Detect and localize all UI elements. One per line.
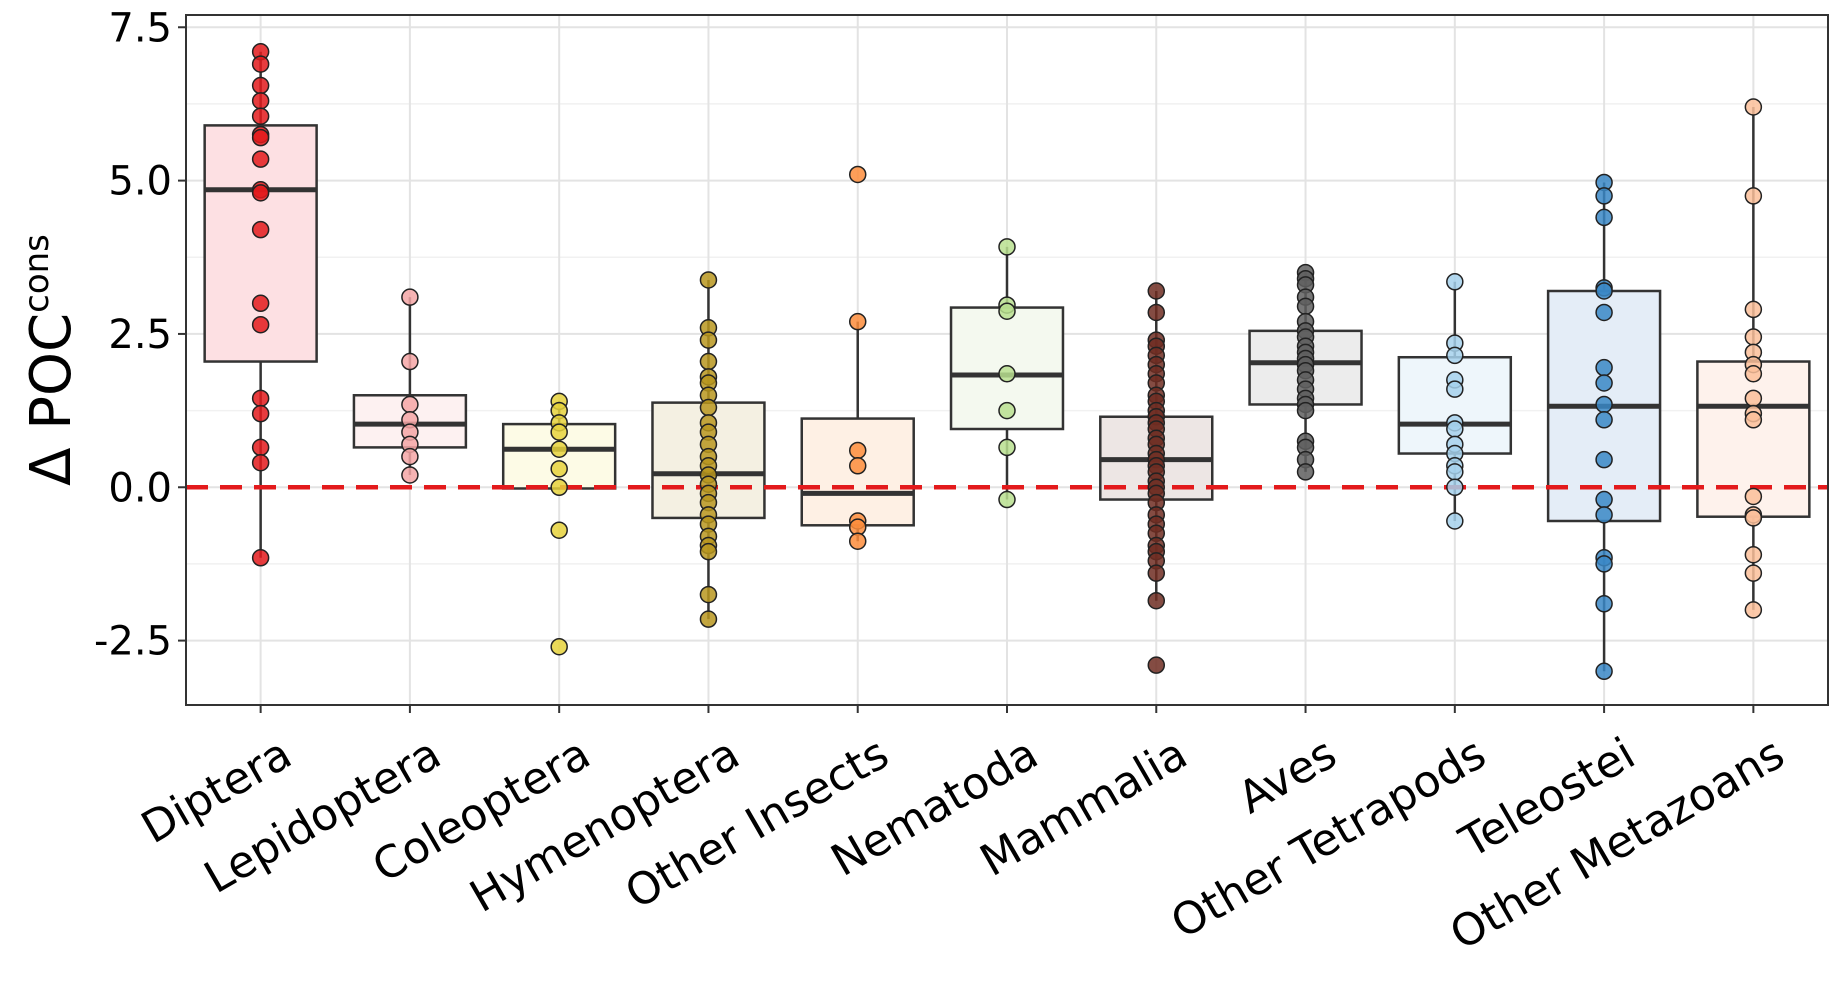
y-axis-label-main: Δ POC xyxy=(19,313,84,486)
data-point xyxy=(1147,564,1166,582)
data-point xyxy=(699,331,718,349)
data-point xyxy=(699,585,718,604)
data-point xyxy=(699,352,718,371)
y-axis-label: Δ POCcons xyxy=(17,234,84,486)
data-point xyxy=(699,542,718,561)
data-point xyxy=(550,460,568,478)
data-point xyxy=(699,398,718,417)
data-point xyxy=(251,453,270,472)
y-tick-label: 2.5 xyxy=(108,312,172,358)
data-point xyxy=(1446,420,1464,438)
y-axis: -2.5 0.0 2.5 5.0 7.5 xyxy=(94,5,186,665)
data-points xyxy=(251,43,1763,681)
data-point xyxy=(1744,411,1763,429)
data-point xyxy=(251,294,270,313)
data-point xyxy=(550,521,568,539)
data-point xyxy=(998,238,1016,256)
data-point xyxy=(1744,545,1763,564)
data-point xyxy=(998,438,1016,457)
y-tick-label: 5.0 xyxy=(108,159,172,205)
data-point xyxy=(251,92,270,110)
data-point xyxy=(848,165,867,184)
data-point xyxy=(1744,564,1763,582)
data-point xyxy=(550,440,568,458)
data-point xyxy=(1595,450,1613,469)
data-point xyxy=(1296,463,1315,481)
data-point xyxy=(251,315,270,334)
data-point xyxy=(1744,487,1763,506)
data-point xyxy=(1595,490,1613,509)
data-point xyxy=(251,128,270,147)
data-point xyxy=(1744,509,1763,527)
data-point xyxy=(251,55,270,73)
data-point xyxy=(1147,303,1166,322)
data-point xyxy=(251,184,270,202)
data-point xyxy=(1595,662,1613,681)
data-point xyxy=(251,150,270,168)
data-point xyxy=(1296,297,1315,316)
data-point xyxy=(1446,463,1464,481)
data-point xyxy=(251,107,270,125)
data-point xyxy=(401,288,419,306)
data-point xyxy=(1147,282,1166,300)
x-axis: DipteraLepidopteraColeopteraHymenopteraO… xyxy=(133,705,1793,960)
data-point xyxy=(251,404,270,423)
data-point xyxy=(550,637,568,656)
data-point xyxy=(550,423,568,441)
data-point xyxy=(848,312,867,331)
data-point xyxy=(251,76,270,95)
data-point xyxy=(1744,300,1763,319)
data-point xyxy=(848,532,867,550)
data-point xyxy=(1595,303,1613,322)
data-point xyxy=(251,220,270,239)
data-point xyxy=(1446,346,1464,365)
data-point xyxy=(401,447,419,466)
data-point xyxy=(1595,208,1613,227)
data-point xyxy=(1595,358,1613,377)
data-point xyxy=(848,441,867,460)
y-axis-label-superscript: cons xyxy=(17,234,57,313)
data-point xyxy=(1595,595,1613,613)
y-axis-title: Δ POCcons xyxy=(17,234,84,486)
data-point xyxy=(699,271,718,289)
data-point xyxy=(550,478,568,497)
data-point xyxy=(401,466,419,484)
data-point xyxy=(1595,395,1613,414)
data-point xyxy=(1595,282,1613,300)
data-point xyxy=(1446,273,1464,291)
data-point xyxy=(1446,512,1464,530)
data-point xyxy=(848,457,867,475)
data-point xyxy=(998,302,1016,320)
data-point xyxy=(1147,656,1166,674)
data-point xyxy=(1595,374,1613,392)
data-point xyxy=(1744,187,1763,205)
data-point xyxy=(251,389,270,408)
data-point xyxy=(1744,601,1763,619)
data-point xyxy=(1744,328,1763,346)
y-tick-label: 0.0 xyxy=(108,465,172,511)
data-point xyxy=(1595,506,1613,524)
data-point xyxy=(1595,555,1613,573)
y-tick-label: -2.5 xyxy=(94,619,172,665)
data-point xyxy=(1446,478,1464,497)
data-point xyxy=(401,352,419,371)
data-point xyxy=(1147,591,1166,610)
data-point xyxy=(998,365,1016,383)
data-point xyxy=(251,438,270,457)
data-point xyxy=(1595,187,1613,205)
data-point xyxy=(998,490,1016,509)
data-point xyxy=(1744,98,1763,116)
data-point xyxy=(1744,389,1763,408)
data-point xyxy=(1595,411,1613,429)
data-point xyxy=(1296,401,1315,420)
data-point xyxy=(998,401,1016,420)
box-nematoda xyxy=(949,306,1065,431)
data-point xyxy=(1446,380,1464,398)
data-point xyxy=(251,549,270,567)
y-tick-label: 7.5 xyxy=(108,5,172,51)
data-point xyxy=(1744,365,1763,383)
data-point xyxy=(401,395,419,414)
data-point xyxy=(699,610,718,628)
